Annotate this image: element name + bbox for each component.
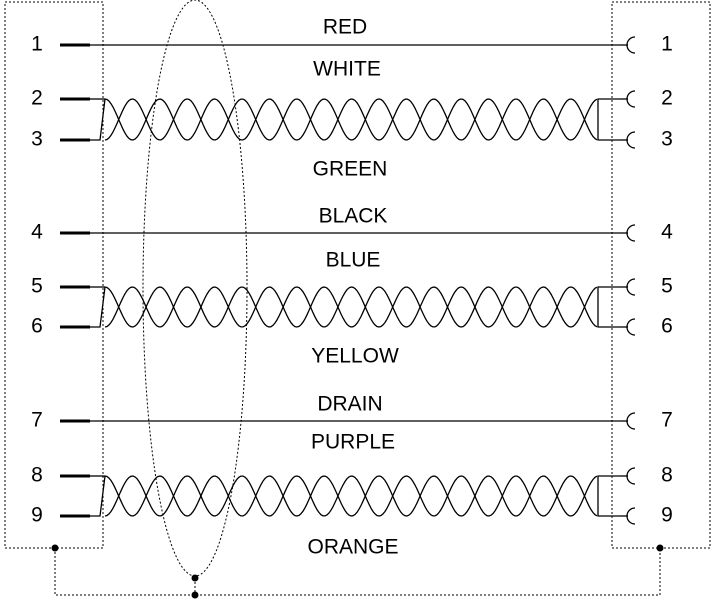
twisted-wire [104,475,598,517]
wire-lead [90,475,106,517]
socket [626,131,636,149]
junction [656,544,664,552]
wire-lead [90,98,106,141]
drain-link [54,548,661,596]
wire-label: BLACK [319,205,388,228]
right-pin-number: 5 [661,275,673,298]
right-pin-number: 7 [661,409,673,432]
socket [626,507,636,525]
twisted-wire [104,475,598,517]
socket [626,278,636,296]
wire-lead [597,98,620,120]
twisted-wire [104,98,598,141]
left-pin-number: 8 [31,464,43,487]
wire-lead [597,496,620,517]
wire-lead [597,307,620,328]
socket [626,318,636,336]
left-pin-number: 9 [31,504,43,527]
socket [626,467,636,485]
right-pin-number: 9 [661,504,673,527]
junction [51,544,59,552]
wire-lead [597,475,620,496]
left-pin-number: 4 [31,221,43,244]
wire-label: WHITE [313,58,381,81]
twisted-wire [104,98,598,141]
twisted-wire [104,286,598,328]
right-pin-number: 4 [661,221,673,244]
left-pin-number: 3 [31,128,43,151]
left-connector [4,1,104,549]
left-pin-number: 1 [31,33,43,56]
twisted-wire [104,286,598,328]
wire-label: RED [323,16,367,39]
junction [191,591,199,599]
socket [626,90,636,108]
right-pin-number: 2 [661,87,673,110]
wire-label: PURPLE [311,431,395,454]
right-pin-number: 1 [661,33,673,56]
wire-lead [597,119,620,141]
socket [626,36,636,54]
junction [191,574,199,582]
right-pin-number: 8 [661,464,673,487]
wire-lead [90,286,106,328]
left-pin-number: 6 [31,315,43,338]
wire-label: BLUE [326,249,381,272]
left-pin-number: 7 [31,409,43,432]
left-pin-number: 2 [31,87,43,110]
right-pin-number: 6 [661,315,673,338]
socket [626,224,636,242]
socket [626,412,636,430]
left-pin-number: 5 [31,275,43,298]
wire-lead [597,286,620,307]
wire-label: ORANGE [307,536,398,559]
wire-label: YELLOW [311,345,399,368]
wire-label: GREEN [313,158,388,181]
right-pin-number: 3 [661,128,673,151]
wire-label: DRAIN [317,393,382,416]
